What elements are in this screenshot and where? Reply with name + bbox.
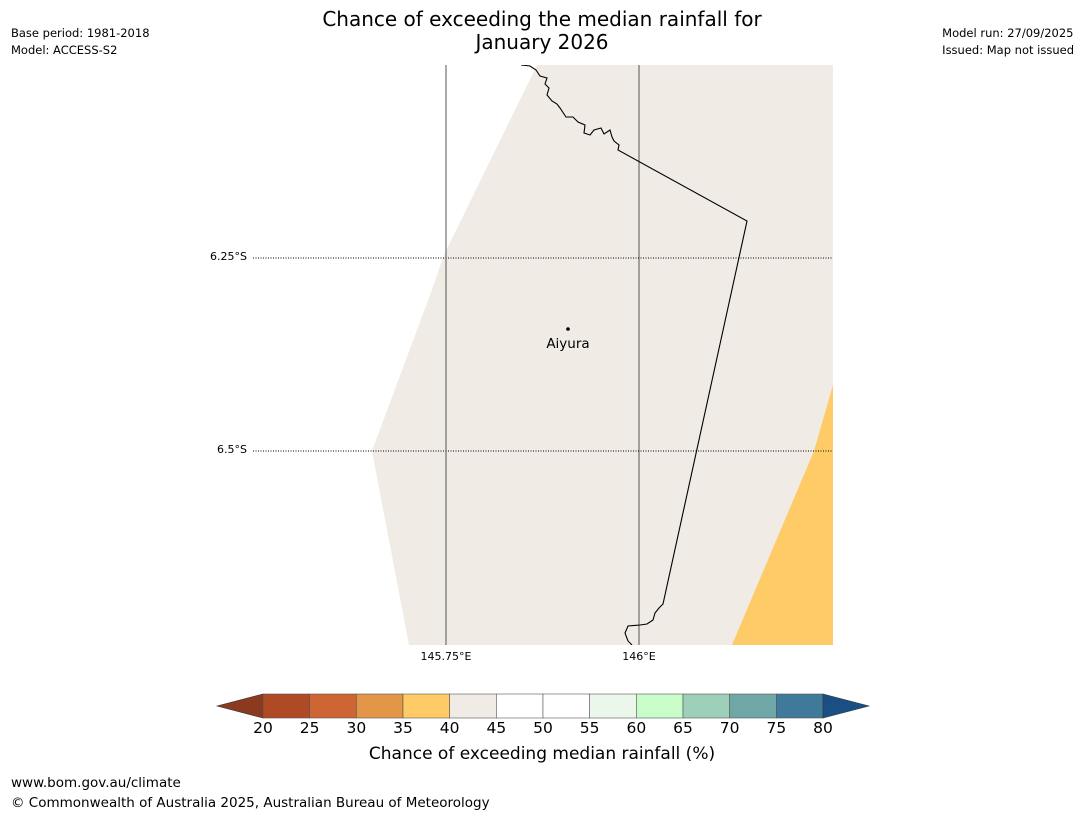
colorbar-bin-50-55 — [542, 693, 590, 719]
lon-label-145-75e: 145.75°E — [420, 650, 472, 663]
metadata-right: Model run: 27/09/2025 Issued: Map not is… — [942, 25, 1074, 59]
colorbar-bin-20-25 — [262, 693, 310, 719]
lon-label-146e: 146°E — [622, 650, 656, 663]
colorbar-tick-label: 60 — [626, 719, 647, 737]
colorbar-bin-25-30 — [309, 693, 357, 719]
place-label-aiyura: Aiyura — [546, 336, 590, 352]
colorbar-bin-70-75 — [729, 693, 777, 719]
colorbar-tick-label: 30 — [346, 719, 367, 737]
colorbar-bin-45-50 — [496, 693, 544, 719]
colorbar-label: Chance of exceeding median rainfall (%) — [368, 744, 716, 764]
colorbar-tick-label: 25 — [299, 719, 320, 737]
colorbar-tick-label: 55 — [579, 719, 600, 737]
colorbar-tick-label: 40 — [439, 719, 460, 737]
colorbar-bin-60-65 — [636, 693, 684, 719]
colorbar-bin-55-60 — [589, 693, 637, 719]
colorbar-tick-label: 45 — [486, 719, 507, 737]
aiyura-marker — [566, 327, 570, 331]
colorbar-tick-label: 50 — [533, 719, 553, 737]
colorbar-bin-75-80 — [776, 693, 824, 719]
map-area — [253, 65, 833, 645]
colorbar-tick-label: 65 — [673, 719, 693, 737]
colorbar-tick-label: 80 — [813, 719, 833, 737]
map-title-line1: Chance of exceeding the median rainfall … — [322, 7, 762, 31]
map-title: Chance of exceeding the median rainfall … — [292, 8, 792, 54]
probability-region-40-45 — [372, 65, 833, 645]
colorbar-low-extension — [215, 693, 264, 719]
probability-region-35-40 — [732, 385, 833, 645]
colorbar-tick-label: 35 — [393, 719, 413, 737]
model-run-text: Model run: 27/09/2025 — [942, 26, 1074, 40]
colorbar-bin-30-35 — [356, 693, 404, 719]
footer-copyright: © Commonwealth of Australia 2025, Austra… — [11, 795, 490, 811]
colorbar-bin-65-70 — [682, 693, 730, 719]
colorbar-bin-35-40 — [402, 693, 450, 719]
lat-label-6-5s: 6.5°S — [217, 443, 247, 456]
footer-url[interactable]: www.bom.gov.au/climate — [11, 775, 181, 791]
colorbar — [215, 693, 871, 719]
metadata-left: Base period: 1981-2018 Model: ACCESS-S2 — [11, 25, 150, 59]
province-border — [520, 65, 748, 645]
issued-text: Issued: Map not issued — [942, 43, 1074, 57]
colorbar-bin-40-45 — [449, 693, 497, 719]
lat-label-6-25s: 6.25°S — [210, 250, 247, 263]
model-text: Model: ACCESS-S2 — [11, 43, 118, 57]
colorbar-high-extension — [822, 693, 871, 719]
colorbar-tick-label: 70 — [719, 719, 740, 737]
map-title-line2: January 2026 — [475, 30, 609, 54]
colorbar-tick-label: 20 — [253, 719, 273, 737]
colorbar-tick-label: 75 — [766, 719, 787, 737]
base-period-text: Base period: 1981-2018 — [11, 26, 150, 40]
